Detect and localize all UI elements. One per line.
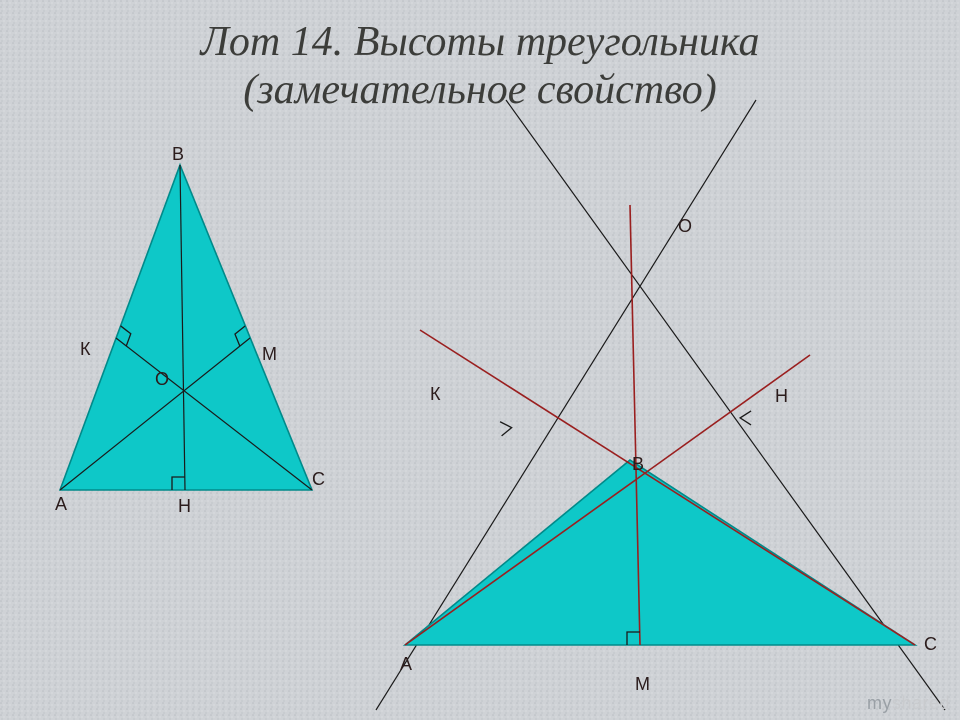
svg-text:Н: Н (178, 496, 191, 516)
svg-text:К: К (430, 384, 441, 404)
svg-text:М: М (262, 344, 277, 364)
svg-text:К: К (80, 339, 91, 359)
watermark-shared: shared (892, 693, 950, 713)
svg-text:С: С (924, 634, 937, 654)
svg-text:В: В (632, 454, 644, 474)
title-line-2: (замечательное свойство) (243, 67, 717, 113)
svg-text:О: О (155, 369, 169, 389)
svg-text:Н: Н (775, 386, 788, 406)
svg-text:О: О (678, 216, 692, 236)
svg-text:А: А (55, 494, 67, 514)
watermark: myshared (867, 693, 950, 714)
svg-text:А: А (400, 654, 412, 674)
page-title: Лот 14. Высоты треугольника (замечательн… (0, 18, 960, 115)
svg-text:С: С (312, 469, 325, 489)
svg-text:М: М (635, 674, 650, 694)
watermark-my: my (867, 693, 892, 713)
title-line-1: Лот 14. Высоты треугольника (200, 19, 759, 65)
slide: А В С Н К М О А В С М О К Н Лот 14. Высоты треугольни… (0, 0, 960, 720)
svg-text:В: В (172, 144, 184, 164)
